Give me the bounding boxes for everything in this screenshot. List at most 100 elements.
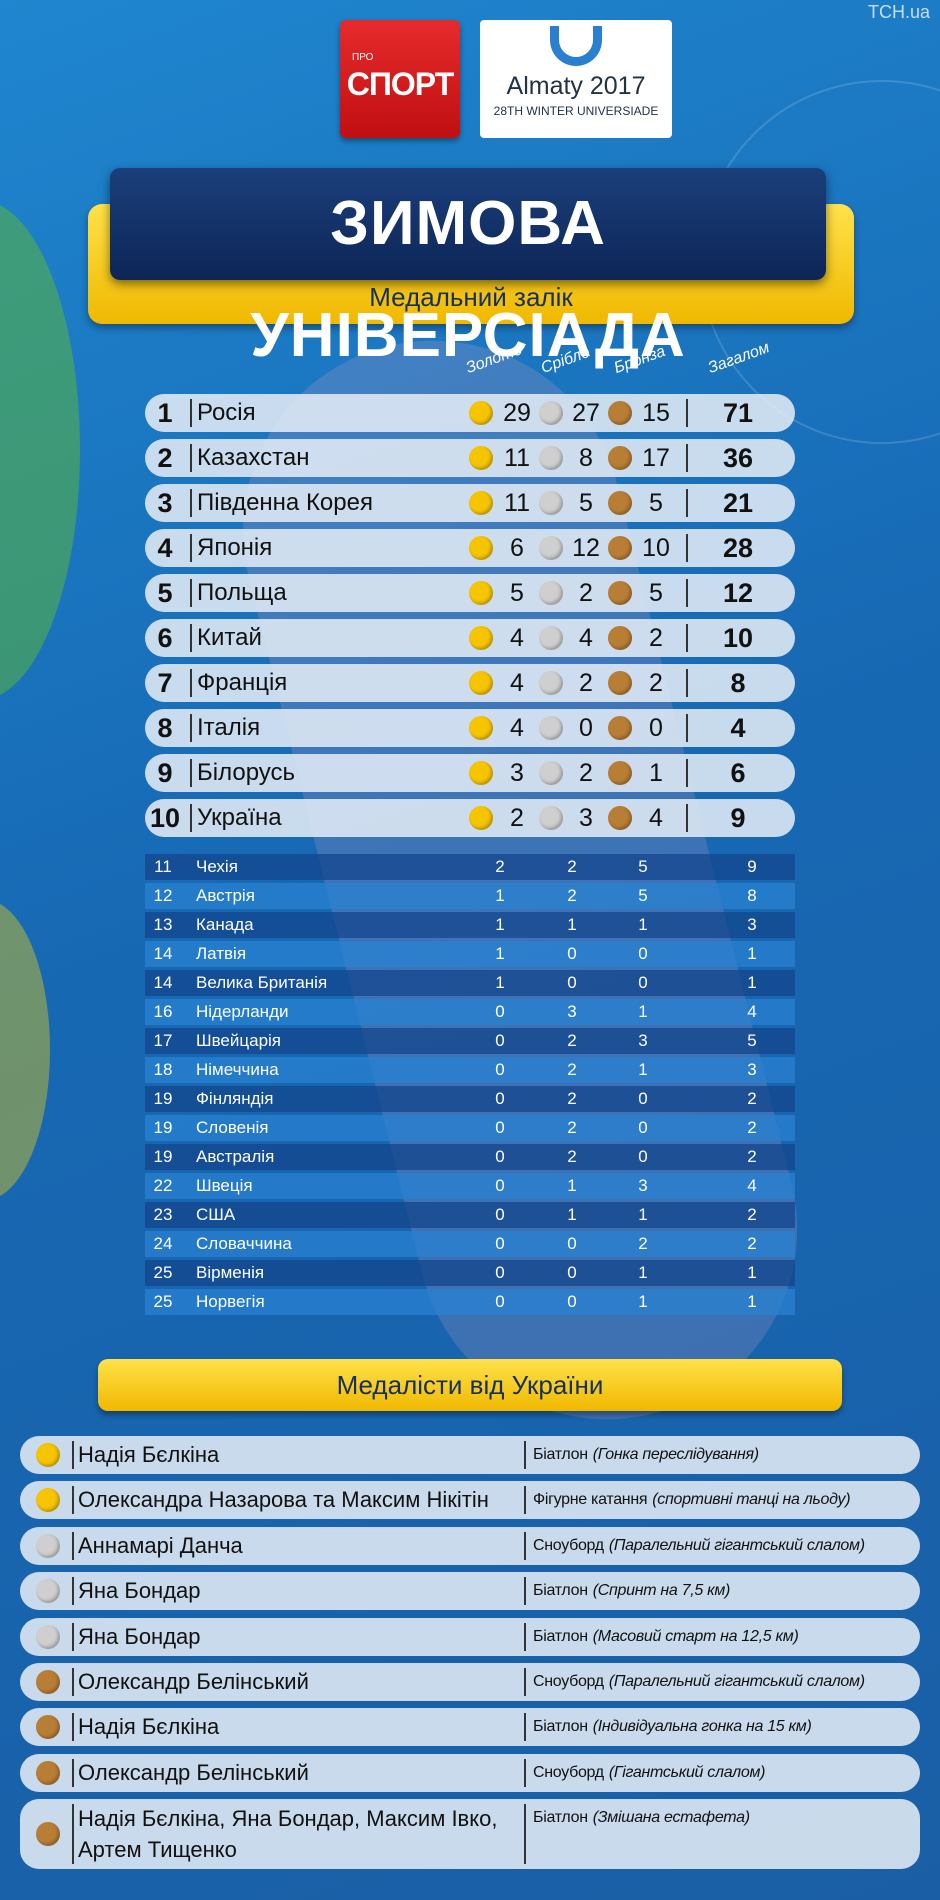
medal-count: 4 (510, 624, 524, 652)
sport: Біатлон (533, 1446, 588, 1463)
medal-count: 0 (638, 944, 648, 963)
medal-count: 5 (638, 886, 648, 905)
rank: 16 (153, 1002, 173, 1021)
separator (686, 399, 688, 427)
country: Швейцарія (196, 1031, 281, 1050)
medal-count: 2 (579, 759, 593, 787)
medalists-title: Медалісти від України (98, 1359, 842, 1411)
medal-count: 4 (747, 1002, 757, 1021)
separator (72, 1758, 74, 1787)
logo-event: Almaty 2017 (506, 72, 646, 100)
medal-count: 0 (495, 1089, 505, 1108)
table-row: 5 Польща 5 2 5 12 (145, 574, 795, 612)
country: Норвегія (196, 1292, 265, 1311)
country: Чехія (196, 857, 238, 876)
total: 4 (730, 713, 746, 743)
separator (190, 714, 192, 742)
medal-count: 5 (649, 579, 663, 607)
medal-count: 1 (567, 1176, 577, 1195)
separator (190, 759, 192, 787)
medal-count: 1 (495, 944, 505, 963)
medal-count: 2 (567, 1031, 577, 1050)
rank: 8 (157, 713, 173, 743)
separator (524, 1577, 526, 1606)
athlete-name: Олександр Белінський (78, 1669, 309, 1694)
athlete-name: Надія Бєлкіна (78, 1442, 220, 1467)
medalist-row: Яна Бондар Біатлон (Спринт на 7,5 км) (20, 1572, 920, 1611)
medalist-row: Аннамарі Данча Сноуборд (Паралельний гіган… (20, 1526, 920, 1565)
medal-icon (36, 1488, 60, 1513)
total: 8 (730, 668, 746, 698)
table-row: 14 Велика Британія 1 0 0 1 (145, 970, 795, 996)
discipline: (Гонка переслідування) (592, 1446, 759, 1463)
event: Біатлон (Гонка переслідування) (533, 1436, 759, 1474)
discipline: (спортивні танці на льоду) (652, 1491, 851, 1509)
rank: 3 (157, 488, 173, 518)
logo-mark (550, 26, 602, 66)
rank: 2 (157, 443, 173, 473)
medal-count: 4 (510, 669, 524, 697)
country: Польща (197, 579, 287, 606)
table-row: 2 Казахстан 11 8 17 36 (145, 439, 795, 477)
logo-almaty: Almaty 2017 28TH WINTER UNIVERSIADE (480, 20, 672, 138)
medal-icon (539, 671, 563, 695)
table-row: 14 Латвія 1 0 0 1 (145, 941, 795, 967)
event: Біатлон (Спринт на 7,5 км) (533, 1572, 730, 1610)
medal-count: 2 (510, 804, 524, 832)
athlete-name: Аннамарі Данча (78, 1532, 243, 1558)
separator (686, 714, 688, 742)
medal-icon (608, 491, 632, 515)
country: Швеція (196, 1176, 253, 1195)
medal-icon (539, 401, 563, 425)
medal-icon (469, 761, 493, 785)
sport: Сноуборд (533, 1536, 604, 1554)
logo-event-sub: 28TH WINTER UNIVERSIADE (493, 104, 659, 118)
discipline: (Паралельний гігантський слалом) (608, 1673, 865, 1690)
medal-count: 1 (649, 759, 663, 787)
medal-icon (608, 446, 632, 470)
medal-icon (469, 581, 493, 605)
medal-count: 0 (495, 1118, 505, 1137)
medal-count: 0 (495, 1292, 505, 1311)
medal-count: 3 (638, 1031, 648, 1050)
country: Франція (197, 669, 288, 696)
athlete-name: Надія Бєлкіна, Яна Бондар, Максим Івко, … (78, 1806, 498, 1863)
medal-icon (469, 536, 493, 560)
medal-icon (539, 581, 563, 605)
table-row: 25 Вірменія 0 0 1 1 (145, 1260, 795, 1286)
medal-count: 1 (747, 1292, 757, 1311)
medal-count: 0 (567, 1234, 577, 1253)
medal-icon (469, 806, 493, 830)
watermark: TCH.ua (867, 2, 930, 22)
medal-count: 1 (638, 1292, 648, 1311)
rank: 19 (153, 1089, 173, 1108)
separator (72, 1713, 74, 1742)
rank: 9 (157, 758, 173, 788)
medal-count: 0 (638, 1118, 648, 1137)
medal-count: 2 (649, 669, 663, 697)
decoration (0, 900, 50, 1200)
separator (190, 624, 192, 652)
total: 28 (722, 533, 754, 563)
medal-count: 0 (495, 1234, 505, 1253)
medal-count: 1 (638, 1002, 648, 1021)
medal-count: 0 (495, 1263, 505, 1282)
event: Сноуборд (Паралельний гігантський слалом) (533, 1663, 865, 1701)
table-row: 22 Швеція 0 1 3 4 (145, 1173, 795, 1199)
country: Канада (196, 915, 254, 934)
country: Китай (197, 624, 262, 651)
medal-count: 3 (567, 1002, 577, 1021)
medal-icon (36, 1715, 60, 1740)
medal-count: 0 (567, 944, 577, 963)
discipline: (Паралельний гігантський слалом) (608, 1536, 865, 1554)
medal-count: 1 (638, 1205, 648, 1224)
total: 6 (730, 758, 746, 788)
medal-icon (36, 1760, 60, 1785)
medal-count: 0 (495, 1176, 505, 1195)
medal-count: 1 (567, 915, 577, 934)
country: Словенія (196, 1118, 269, 1137)
medal-count: 3 (747, 915, 757, 934)
medal-count: 0 (638, 1147, 648, 1166)
medalist-row: Надія Бєлкіна Біатлон (Гонка переслідуванн… (20, 1436, 920, 1474)
country: Росія (197, 399, 256, 426)
